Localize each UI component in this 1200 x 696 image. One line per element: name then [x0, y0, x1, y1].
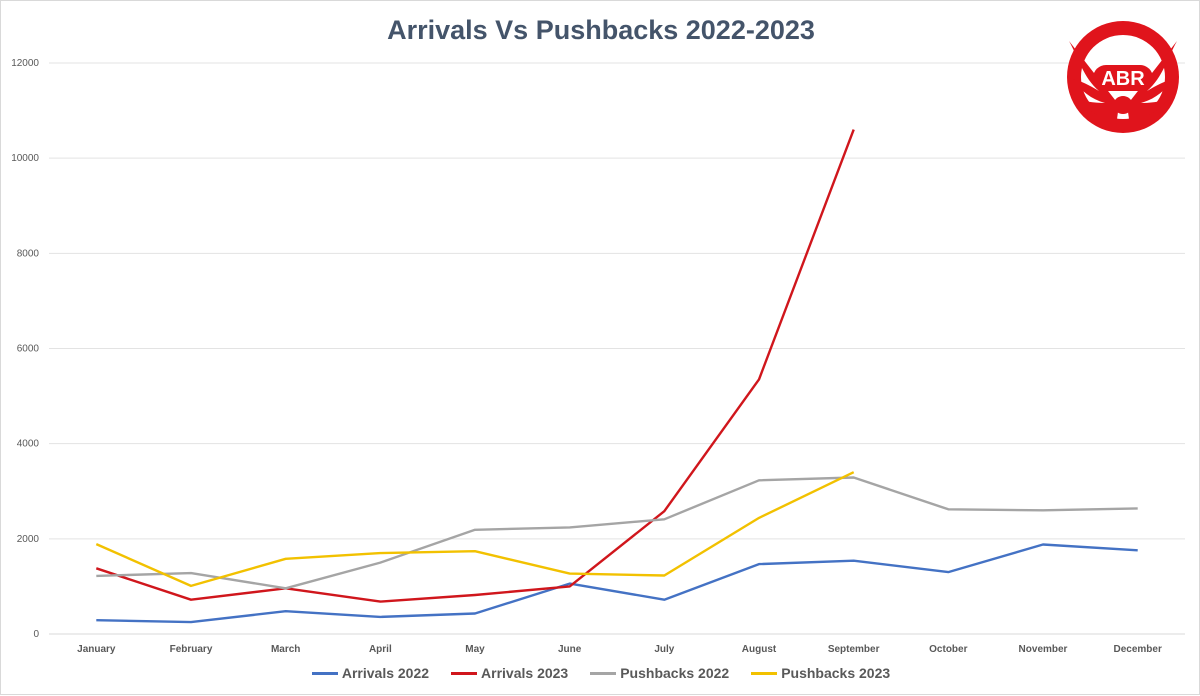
logo-text: ABR: [1101, 68, 1145, 90]
legend-swatch: [590, 671, 617, 675]
series-line-arrivals-2023: [95, 129, 855, 603]
x-tick-label: December: [1113, 644, 1161, 655]
x-tick-label: August: [742, 644, 777, 655]
y-tick-label: 6000: [17, 344, 40, 355]
y-tick-label: 12000: [11, 58, 39, 69]
series-line-arrivals-2022: [96, 543, 1138, 624]
x-tick-label: April: [369, 644, 392, 655]
chart-title: Arrivals Vs Pushbacks 2022-2023: [387, 15, 815, 45]
gridlines: [49, 62, 1185, 540]
x-tick-label: March: [271, 644, 300, 655]
x-tick-label: September: [828, 644, 880, 655]
legend-swatch: [451, 671, 478, 675]
legend-item: Arrivals 2022: [311, 665, 430, 681]
y-tick-label: 2000: [17, 534, 40, 545]
x-tick-label: February: [170, 644, 213, 655]
legend-item: Pushbacks 2023: [751, 665, 890, 681]
series-line-pushbacks-2022: [96, 476, 1138, 590]
x-tick-label: November: [1019, 644, 1068, 655]
y-tick-label: 0: [33, 629, 39, 640]
abr-logo: ABR Aegean Boat Report: [1067, 21, 1179, 133]
logo-body: [1113, 96, 1133, 114]
x-tick-label: June: [558, 644, 582, 655]
legend-swatch: [311, 671, 338, 675]
legend-item: Pushbacks 2022: [590, 665, 729, 681]
x-tick-label: July: [654, 644, 674, 655]
y-tick-label: 4000: [17, 439, 40, 450]
x-tick-label: January: [77, 644, 116, 655]
x-tick-label: May: [465, 644, 485, 655]
legend-label: Arrivals 2022: [341, 665, 430, 681]
series-line-pushbacks-2023: [95, 471, 855, 588]
y-tick-label: 8000: [17, 248, 40, 259]
legend-label: Pushbacks 2023: [781, 665, 891, 681]
tick-labels: 0 2000 4000 6000 8000 10000 12000 January Februa…: [11, 58, 1162, 655]
logo-banner: [1093, 65, 1153, 91]
legend: Arrivals 2022 Arrivals 2023 Pushbacks 2022…: [1, 665, 1200, 681]
x-tick-label: October: [929, 644, 967, 655]
series-lines: [95, 129, 1138, 624]
legend-item: Arrivals 2023: [451, 665, 568, 681]
legend-swatch: [751, 671, 778, 675]
y-tick-label: 10000: [11, 153, 39, 164]
legend-label: Arrivals 2023: [481, 665, 569, 681]
legend-label: Pushbacks 2022: [620, 665, 730, 681]
